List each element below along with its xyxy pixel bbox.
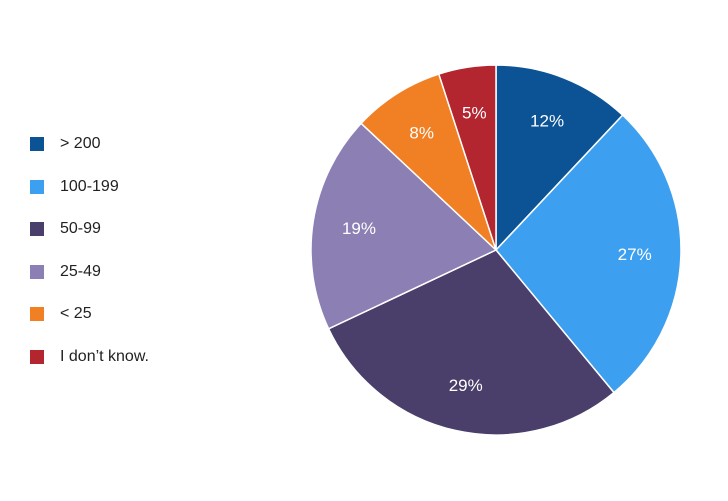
legend-label: > 200 xyxy=(60,135,101,152)
legend-swatch xyxy=(30,137,44,151)
pie-slice xyxy=(437,64,497,251)
legend-item-25-49: 25-49 xyxy=(30,261,230,304)
slice-label: 8% xyxy=(409,123,434,142)
slice-label: 29% xyxy=(449,376,483,395)
legend-item-gt-200: > 200 xyxy=(30,133,230,176)
legend-label: 100-199 xyxy=(60,177,119,195)
legend-label: < 25 xyxy=(60,305,92,322)
slice-label: 12% xyxy=(530,111,564,130)
pie-slice-labels: 12% 27% 29% 19% 8% 5% xyxy=(342,103,652,394)
pie-slice xyxy=(495,114,682,394)
legend-swatch xyxy=(30,222,44,236)
slice-label: 27% xyxy=(618,245,652,264)
chart-legend: > 200 100-199 50-99 25-49 < 25 I don’t k… xyxy=(30,133,230,388)
legend-swatch xyxy=(30,264,44,279)
slice-label: 5% xyxy=(462,103,487,122)
slice-label: 19% xyxy=(342,219,376,238)
pie-slice xyxy=(495,64,624,252)
legend-label: I don’t know. xyxy=(60,347,149,365)
legend-item-100-199: 100-199 xyxy=(30,176,230,219)
legend-item-lt-25: < 25 xyxy=(30,303,230,346)
legend-swatch xyxy=(30,307,44,321)
legend-swatch xyxy=(30,349,44,364)
legend-item-dont-know: I don’t know. xyxy=(30,346,230,389)
pie-slice xyxy=(360,73,497,251)
pie-slice xyxy=(310,122,498,330)
pie-slice xyxy=(327,249,615,436)
legend-label: 50-99 xyxy=(60,220,101,237)
legend-swatch xyxy=(30,179,44,194)
legend-label: 25-49 xyxy=(60,262,101,280)
legend-item-50-99: 50-99 xyxy=(30,218,230,261)
pie-slices xyxy=(310,64,682,436)
